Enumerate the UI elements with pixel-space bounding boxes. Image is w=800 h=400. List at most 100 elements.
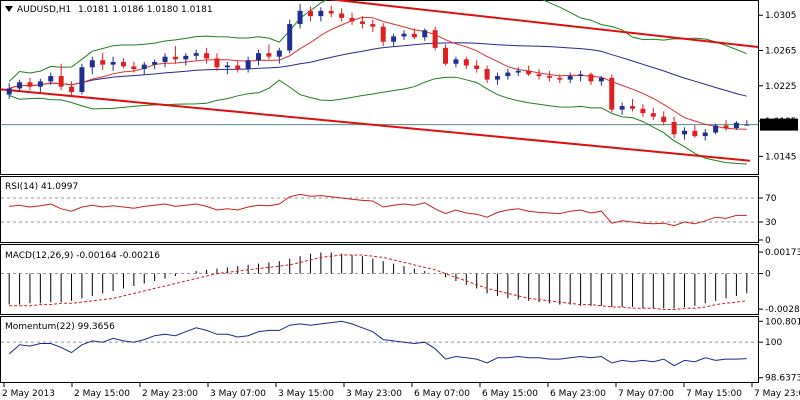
- time-tick-label: 6 May 15:00: [482, 389, 538, 399]
- candle-body: [463, 59, 469, 66]
- candle-body: [391, 36, 397, 42]
- candle-body: [515, 70, 521, 73]
- candle-body: [650, 113, 656, 117]
- time-tick-label: 2 May 2013: [2, 389, 55, 399]
- candle-body: [245, 60, 251, 70]
- candle-body: [713, 125, 719, 133]
- price-tick-label: 1.0305: [765, 11, 797, 21]
- momentum-panel-frame: [0, 316, 759, 383]
- rsi-panel-frame: [0, 176, 759, 243]
- candle-body: [567, 76, 573, 80]
- bollinger-lower-line: [9, 76, 747, 165]
- candle-body: [536, 74, 542, 77]
- candle-body: [359, 21, 365, 25]
- time-axis: 2 May 2013 2 May 15:00 2 May 23:00 3 May 07…: [2, 383, 800, 399]
- macd-tick-label: 0: [765, 270, 771, 280]
- candle-body: [744, 124, 750, 126]
- ohlc-label: 1.0181 1.0186 1.0180 1.0181: [78, 5, 213, 15]
- candle-body: [422, 30, 428, 38]
- candle-body: [411, 33, 417, 38]
- candle-body: [37, 81, 43, 87]
- candle-body: [702, 132, 708, 137]
- candle-body: [141, 64, 147, 70]
- candle-body: [276, 50, 282, 57]
- candle-body: [661, 116, 667, 122]
- rsi-panel: 70 30 0: [1, 193, 777, 246]
- candle-body: [48, 76, 54, 82]
- candle-body: [494, 76, 500, 80]
- rsi-line: [9, 193, 747, 227]
- macd-signal-line: [9, 254, 747, 310]
- price-tick-label: 1.0145: [765, 152, 797, 162]
- candle-body: [214, 58, 220, 68]
- candle-body: [27, 82, 33, 87]
- candle-body: [162, 56, 168, 62]
- macd-tick-label: 0.00173: [765, 248, 800, 258]
- time-tick-label: 3 May 23:00: [346, 389, 402, 399]
- candle-body: [328, 10, 334, 14]
- dropdown-triangle-icon[interactable]: [5, 6, 13, 12]
- candle-body: [557, 77, 563, 80]
- candle-body: [69, 86, 75, 92]
- candle-body: [681, 130, 687, 135]
- candle-body: [546, 76, 552, 78]
- candle-body: [89, 60, 95, 68]
- candle-body: [370, 24, 376, 27]
- current-price-badge: [760, 118, 798, 131]
- candle-body: [235, 65, 241, 70]
- candle-body: [224, 65, 230, 68]
- candle-body: [110, 61, 116, 65]
- candle-body: [640, 108, 646, 114]
- time-tick-label: 2 May 23:00: [142, 389, 198, 399]
- candle-body: [256, 53, 262, 61]
- candle-body: [443, 47, 449, 64]
- candle-body: [484, 69, 490, 80]
- candle-body: [578, 74, 584, 77]
- rsi-tick-label: 30: [765, 218, 777, 228]
- time-tick-label: 6 May 07:00: [414, 389, 470, 399]
- candle-body: [401, 33, 407, 37]
- rsi-tick-label: 70: [765, 194, 777, 204]
- ma-slow-line: [9, 42, 747, 97]
- candle-body: [692, 130, 698, 137]
- candle-body: [339, 13, 345, 18]
- candle-body: [318, 10, 324, 17]
- candle-body: [152, 61, 158, 65]
- candle-body: [598, 77, 604, 82]
- macd-panel: 0.00173 0 -0.00287: [1, 248, 800, 315]
- candle-body: [183, 55, 189, 60]
- candle-body: [120, 61, 126, 67]
- candle-body: [609, 77, 615, 110]
- momentum-label: Momentum(22) 99.3656: [5, 322, 115, 332]
- candle-body: [58, 76, 64, 87]
- channel-upper-line: [327, 0, 759, 48]
- time-tick-label: 6 May 23:00: [550, 389, 606, 399]
- candle-body: [733, 122, 739, 129]
- time-tick-label: 3 May 15:00: [278, 389, 334, 399]
- time-tick-label: 7 May 15:00: [686, 389, 742, 399]
- channel-lower-line: [0, 88, 751, 162]
- time-tick-label: 7 May 23:00: [754, 389, 800, 399]
- candle-body: [432, 30, 438, 48]
- candle-body: [100, 60, 106, 65]
- candle-body: [349, 17, 355, 22]
- candle-body: [380, 26, 386, 42]
- candle-body: [505, 72, 511, 77]
- candle-body: [671, 121, 677, 135]
- momentum-line: [8, 320, 747, 367]
- time-tick-label: 7 May 07:00: [618, 389, 674, 399]
- momentum-tick-label: 100: [765, 338, 782, 348]
- candle-body: [723, 125, 729, 129]
- candle-body: [193, 53, 199, 56]
- momentum-tick-label: 98.6373: [765, 374, 800, 384]
- candle-body: [526, 70, 532, 75]
- candle-body: [17, 82, 23, 89]
- candle-body: [204, 53, 210, 59]
- candle-body: [453, 59, 459, 64]
- rsi-tick-label: 0: [765, 236, 771, 246]
- current-price-label: 1.0181: [763, 121, 795, 131]
- candle-body: [79, 67, 85, 92]
